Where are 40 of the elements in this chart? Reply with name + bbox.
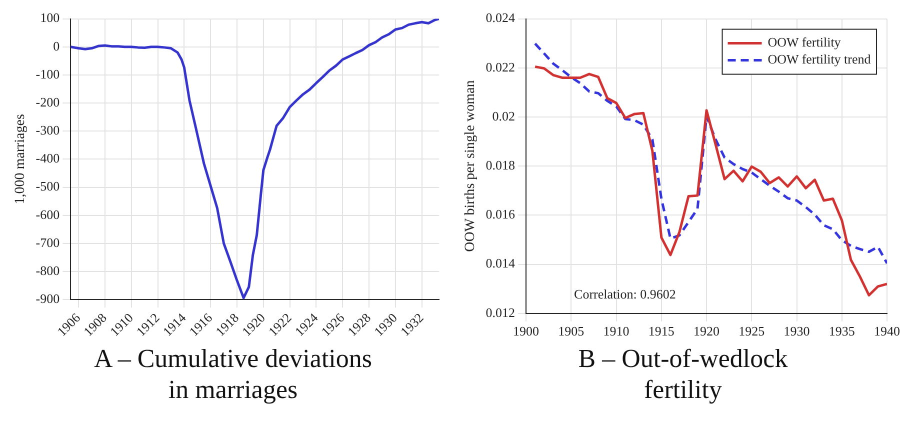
x-tick-label: 1930 xyxy=(370,310,400,340)
text: B – Out-of-wedlock fertility xyxy=(577,343,789,405)
y-axis-title: OOW births per single woman xyxy=(463,80,478,252)
y-tick-label: -700 xyxy=(36,234,60,250)
y-tick-label: 100 xyxy=(40,10,60,26)
y-tick-label: -800 xyxy=(36,262,60,278)
y-tick-label: -300 xyxy=(36,122,60,138)
x-tick-label: 1940 xyxy=(874,324,900,339)
x-tick-label: 1912 xyxy=(133,310,162,340)
y-tick-label: -400 xyxy=(36,150,60,166)
x-tick-label: 1935 xyxy=(828,324,855,339)
y-tick-label: -200 xyxy=(36,94,60,110)
x-tick-label: 1925 xyxy=(738,324,765,339)
y-tick-label: 0.014 xyxy=(486,256,516,271)
x-tick-label: 1900 xyxy=(513,324,540,339)
x-tick-label: 1922 xyxy=(265,310,294,340)
y-tick-label: -600 xyxy=(36,206,60,222)
y-tick-label: -100 xyxy=(36,66,60,82)
y-tick-label: 0.016 xyxy=(486,206,516,222)
y-tick-label: -500 xyxy=(36,178,60,194)
x-tick-label: 1910 xyxy=(106,310,136,340)
x-tick-label: 1920 xyxy=(238,310,268,340)
text: A – Cumulative deviations in marriages xyxy=(92,343,374,405)
y-tick-label: 0 xyxy=(53,38,60,54)
x-tick-label: 1930 xyxy=(784,324,810,339)
y-tick-label: 0.02 xyxy=(492,108,516,124)
y-tick-label: 0.022 xyxy=(486,59,516,74)
y-tick-label: 0.018 xyxy=(486,158,516,173)
y-axis-title: 1,000 marriages xyxy=(13,114,28,204)
legend-label: OOW fertility trend xyxy=(768,52,872,67)
x-tick-label: 1910 xyxy=(603,324,630,339)
y-tick-label: 0.012 xyxy=(486,304,516,320)
legend-label: OOW fertility xyxy=(768,34,842,50)
annotation: Correlation: 0.9602 xyxy=(574,286,676,302)
x-tick-label: 1915 xyxy=(648,324,674,339)
x-tick-label: 1932 xyxy=(397,310,426,340)
y-tick-label: -900 xyxy=(36,291,60,306)
x-tick-label: 1920 xyxy=(694,324,720,339)
x-tick-label: 1905 xyxy=(558,324,584,339)
y-tick-label: 0.024 xyxy=(486,10,516,26)
